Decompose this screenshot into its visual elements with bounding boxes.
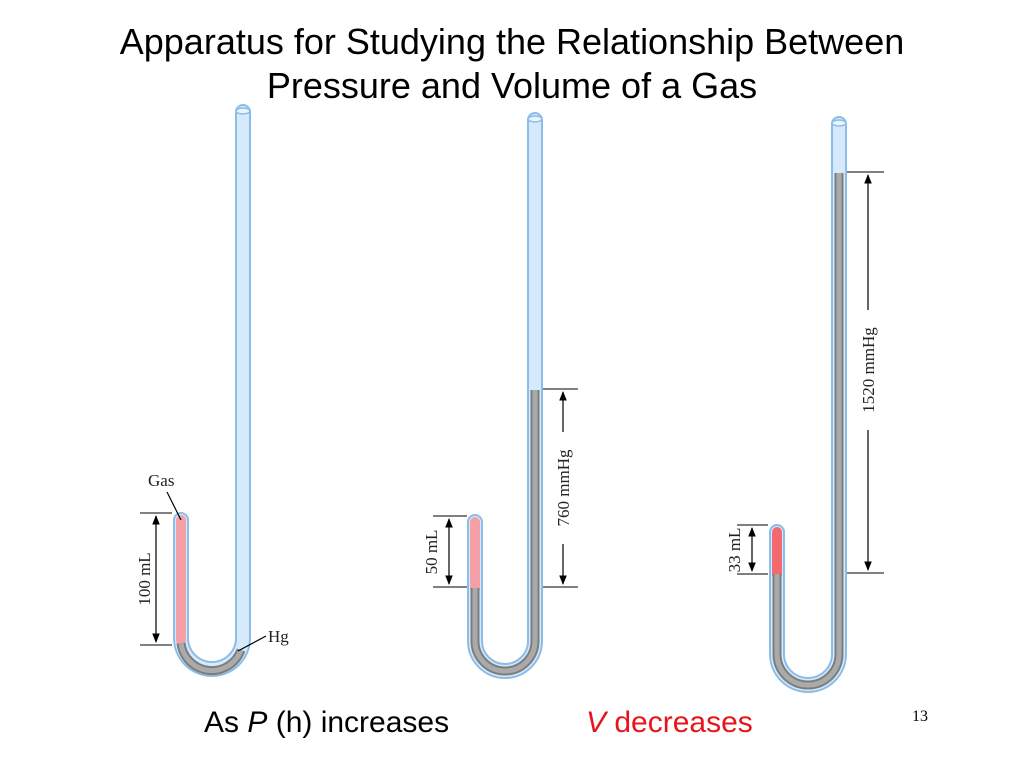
title-line-2: Pressure and Volume of a Gas [266, 65, 758, 106]
apparatus-2: 50 mL 760 mmHg [422, 112, 578, 679]
gas-label: Gas [148, 471, 174, 490]
pressure-label-3: 1520 mmHg [859, 327, 878, 413]
caption-left-prefix: As [204, 706, 248, 739]
caption-right-suffix: decreases [606, 706, 753, 739]
caption-volume-var: V [586, 706, 607, 739]
u-tube-2-inner [469, 114, 541, 677]
caption-pressure-increases: As P (h) increases [204, 706, 449, 740]
mercury-column-3 [772, 173, 844, 690]
hg-label: Hg [268, 627, 289, 646]
apparatus-1: 100 mL Gas Hg [135, 104, 289, 677]
mercury-column-2 [470, 390, 540, 676]
u-tube-2 [467, 112, 543, 679]
caption-volume-decreases: V decreases [586, 706, 753, 740]
tube-1-opening [235, 107, 251, 115]
apparatus-3: 33 mL 1520 mmHg [725, 116, 884, 693]
u-tube-3-inner [771, 118, 845, 691]
caption-pressure-var: P [247, 706, 268, 739]
u-tube-1-inner [175, 106, 249, 675]
volume-label-1: 100 mL [135, 552, 154, 605]
tube-2-opening [527, 115, 543, 123]
caption-left-suffix: (h) increases [267, 706, 450, 739]
volume-label-3: 33 mL [725, 528, 744, 573]
u-tube-1 [173, 104, 251, 677]
slide-title: Apparatus for Studying the Relationship … [0, 20, 1024, 108]
pressure-label-2: 760 mmHg [554, 449, 573, 526]
title-line-1: Apparatus for Studying the Relationship … [119, 21, 905, 62]
u-tube-3 [769, 116, 847, 693]
page-number: 13 [912, 708, 928, 725]
tube-3-opening [831, 119, 847, 127]
volume-label-2: 50 mL [422, 530, 441, 575]
